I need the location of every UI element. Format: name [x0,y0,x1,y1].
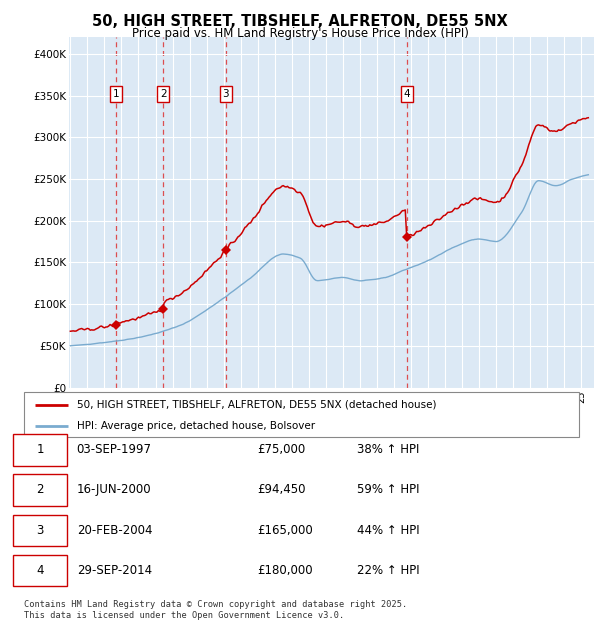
Text: Price paid vs. HM Land Registry's House Price Index (HPI): Price paid vs. HM Land Registry's House … [131,27,469,40]
FancyBboxPatch shape [13,515,67,546]
Text: £94,450: £94,450 [257,484,305,496]
Text: 3: 3 [223,89,229,99]
Text: 3: 3 [37,524,44,536]
FancyBboxPatch shape [13,555,67,587]
Text: 03-SEP-1997: 03-SEP-1997 [77,443,152,456]
Text: 1: 1 [37,443,44,456]
Text: £165,000: £165,000 [257,524,313,536]
Text: 2: 2 [160,89,167,99]
Text: 4: 4 [37,564,44,577]
FancyBboxPatch shape [24,392,579,437]
Text: 1: 1 [113,89,119,99]
Text: 59% ↑ HPI: 59% ↑ HPI [357,484,419,496]
Text: 44% ↑ HPI: 44% ↑ HPI [357,524,419,536]
FancyBboxPatch shape [13,474,67,506]
Text: 50, HIGH STREET, TIBSHELF, ALFRETON, DE55 5NX: 50, HIGH STREET, TIBSHELF, ALFRETON, DE5… [92,14,508,29]
Text: 20-FEB-2004: 20-FEB-2004 [77,524,152,536]
Text: Contains HM Land Registry data © Crown copyright and database right 2025.
This d: Contains HM Land Registry data © Crown c… [24,600,407,619]
Text: 50, HIGH STREET, TIBSHELF, ALFRETON, DE55 5NX (detached house): 50, HIGH STREET, TIBSHELF, ALFRETON, DE5… [77,400,436,410]
Text: 16-JUN-2000: 16-JUN-2000 [77,484,151,496]
Text: 38% ↑ HPI: 38% ↑ HPI [357,443,419,456]
Text: 4: 4 [403,89,410,99]
Text: 29-SEP-2014: 29-SEP-2014 [77,564,152,577]
Text: £75,000: £75,000 [257,443,305,456]
FancyBboxPatch shape [13,434,67,466]
Text: £180,000: £180,000 [257,564,313,577]
Text: HPI: Average price, detached house, Bolsover: HPI: Average price, detached house, Bols… [77,421,315,431]
Text: 2: 2 [37,484,44,496]
Text: 22% ↑ HPI: 22% ↑ HPI [357,564,419,577]
